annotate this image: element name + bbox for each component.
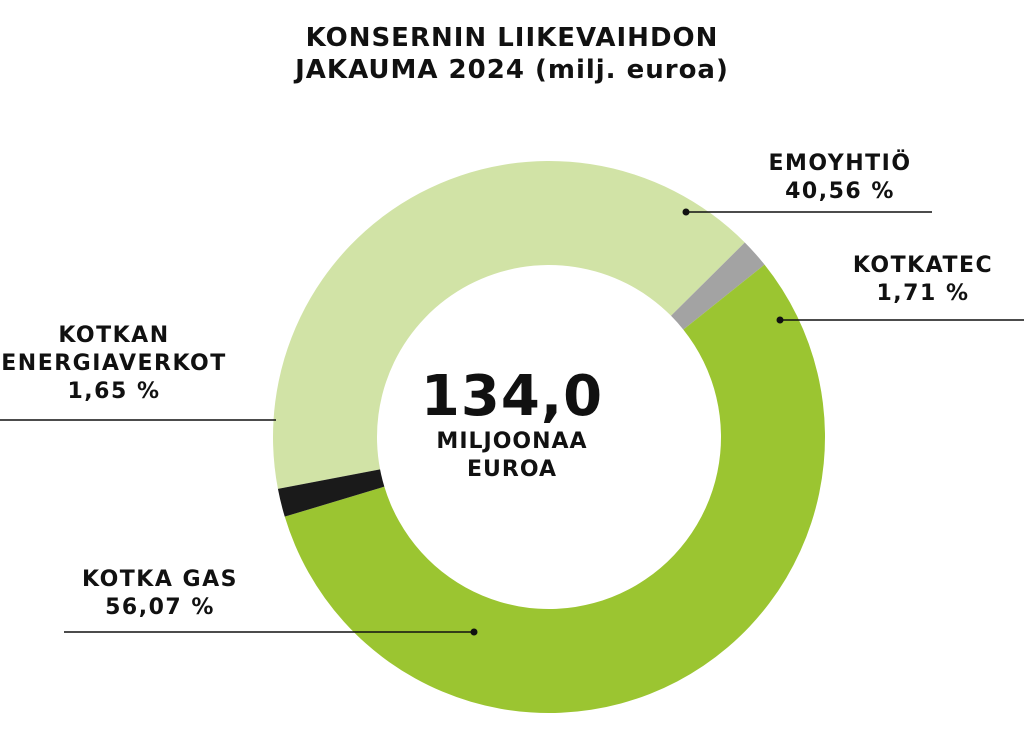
slice-emoyhtio [273, 160, 745, 489]
slice-kotkatec [671, 242, 765, 330]
leader-emoyhtio-dot [682, 208, 690, 216]
leader-lines [0, 208, 1024, 636]
label-kotkan-energiaverkot-name-1: KOTKAN [58, 323, 170, 348]
label-emoyhtio-name: EMOYHTIÖ [768, 151, 912, 176]
label-kotka-gas-name: KOTKA GAS [82, 567, 238, 592]
center-unit-line-1: MILJOONAA [436, 429, 588, 454]
leader-kotka-gas-dot [470, 628, 478, 636]
label-kotka-gas: KOTKA GAS 56,07 % [50, 566, 270, 622]
chart-title-line-2: JAKAUMA 2024 (milj. euroa) [295, 55, 729, 85]
label-kotkan-energiaverkot-name-2: ENERGIAVERKOT [1, 351, 227, 376]
label-kotka-gas-percent: 56,07 % [105, 595, 215, 620]
label-kotkatec: KOTKATEC 1,71 % [830, 252, 1016, 308]
leader-kotkatec-dot [776, 316, 784, 324]
label-emoyhtio: EMOYHTIÖ 40,56 % [740, 150, 940, 206]
chart-title: KONSERNIN LIIKEVAIHDON JAKAUMA 2024 (mil… [0, 22, 1024, 86]
label-kotkatec-percent: 1,71 % [876, 281, 970, 306]
center-unit-line-2: EUROA [467, 457, 557, 482]
slice-kotkan-energiaverkot [277, 469, 385, 517]
label-kotkan-energiaverkot-percent: 1,65 % [67, 379, 161, 404]
chart-title-line-1: KONSERNIN LIIKEVAIHDON [305, 23, 719, 53]
donut-slices [273, 160, 825, 713]
slice-kotka-gas [284, 264, 825, 713]
label-kotkan-energiaverkot: KOTKAN ENERGIAVERKOT 1,65 % [0, 322, 228, 406]
label-emoyhtio-percent: 40,56 % [785, 179, 895, 204]
center-total-unit: MILJOONAA EUROA [412, 428, 612, 484]
center-total-value: 134,0 [420, 364, 604, 429]
label-kotkatec-name: KOTKATEC [852, 253, 994, 278]
